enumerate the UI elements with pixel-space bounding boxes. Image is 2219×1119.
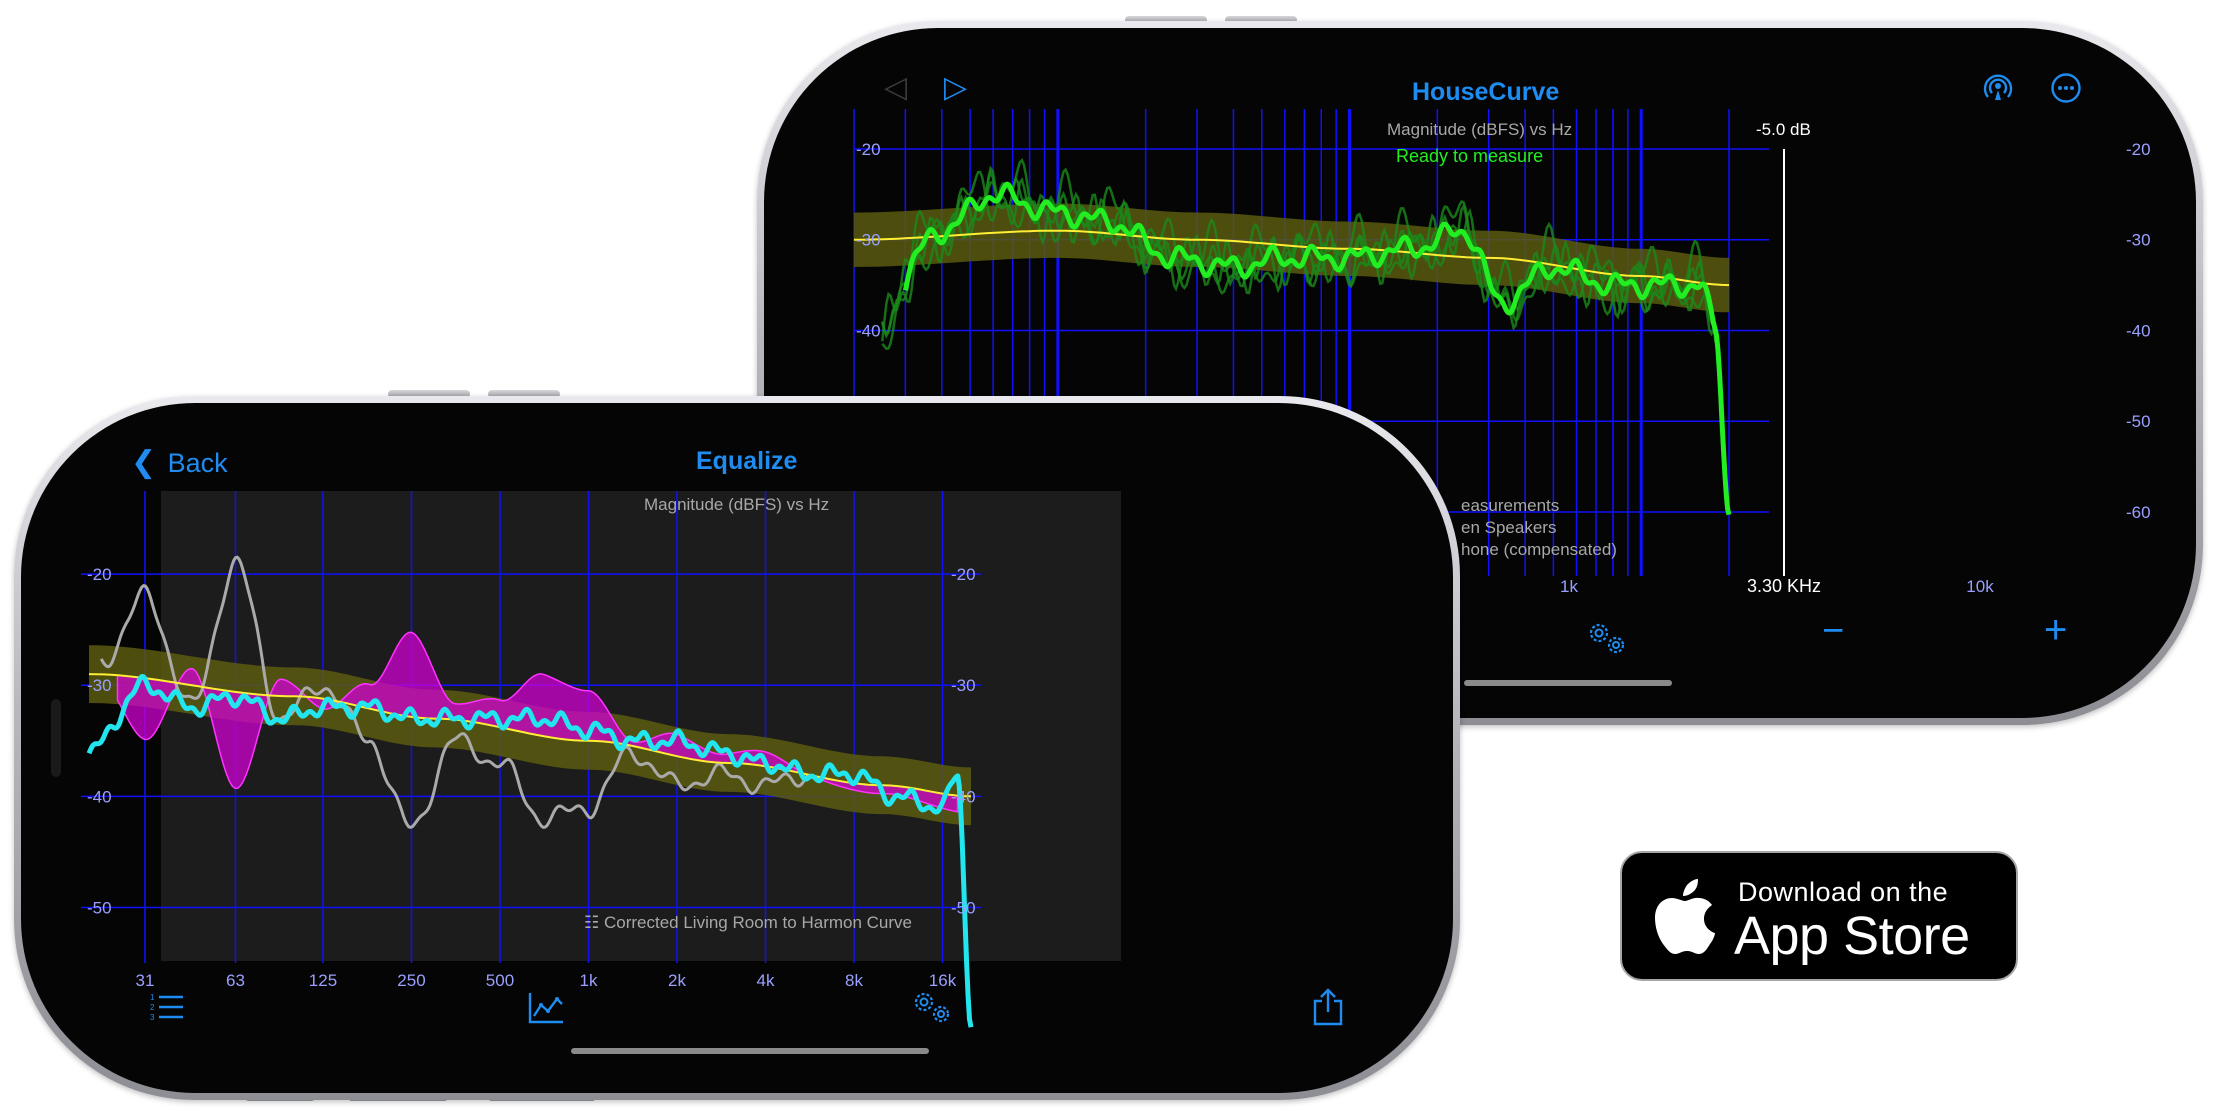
share-icon: [1313, 988, 1343, 1026]
original-response-curve: [99, 555, 810, 830]
chevron-left-icon: ❮: [131, 446, 157, 479]
front-xtick-16k: 16k: [929, 971, 957, 990]
svg-text:1: 1: [150, 993, 155, 1002]
front-ytick-left: -50: [87, 898, 112, 917]
back-button[interactable]: ❮ Back: [131, 445, 228, 480]
back-button-label: Back: [167, 448, 228, 478]
back-ytick-right: -20: [2126, 140, 2151, 159]
back-chart-title: Magnitude (dBFS) vs Hz: [1387, 120, 1573, 139]
minus-button[interactable]: −: [1822, 610, 1844, 653]
back-measurement-curve: [902, 181, 1732, 516]
back-ytick-right: -50: [2126, 412, 2151, 431]
triangle-left-icon: ◁: [884, 71, 908, 104]
front-ytick-left: -40: [87, 787, 112, 806]
volume-button-top-1: [1125, 16, 1207, 24]
eq-caption-text: Corrected Living Room to Harmon Curve: [603, 913, 912, 932]
back-settings-button[interactable]: [1584, 618, 1630, 665]
app-store-line2: App Store: [1734, 906, 1970, 966]
play-button[interactable]: ▷: [944, 70, 967, 105]
front-x-tick-labels: 31 63 125 250 500 1k 2k 4k 8k 16k: [135, 971, 956, 990]
front-ytick-right: -30: [951, 676, 976, 695]
cursor-db-label: -5.0 dB: [1756, 120, 1811, 139]
back-xtick-10k: 10k: [1966, 577, 1994, 596]
legend-item-2: en Speakers: [1461, 518, 1557, 537]
front-ytick-right: -40: [951, 787, 976, 806]
back-ytick-left: -20: [856, 140, 881, 159]
graph-button[interactable]: [527, 991, 565, 1032]
minus-icon: −: [1822, 610, 1845, 652]
sliders-icon: ☷: [584, 913, 600, 932]
gears-icon: [1589, 623, 1625, 654]
front-ytick-right: -50: [951, 898, 976, 917]
front-xtick-500: 500: [486, 971, 514, 990]
back-ytick-right: -30: [2126, 231, 2151, 250]
front-ytick-left: -30: [87, 676, 112, 695]
front-xtick-2k: 2k: [668, 971, 686, 990]
back-page-title: HouseCurve: [1412, 78, 1560, 106]
line-chart-icon: [528, 993, 563, 1024]
apple-logo-icon: [1655, 879, 1715, 954]
front-ytick-left: -20: [87, 565, 112, 584]
svg-text:3: 3: [150, 1013, 155, 1022]
play-icon: ▷: [944, 71, 968, 104]
cursor-freq-label: 3.30 KHz: [1747, 576, 1822, 596]
front-y-tick-labels: -20 -20 -30 -30 -40 -40 -50 -50: [87, 565, 976, 917]
back-ytick-right: -60: [2126, 503, 2151, 522]
status-text: Ready to measure: [1396, 146, 1544, 166]
front-page-title: Equalize: [696, 447, 798, 475]
front-ytick-right: -20: [951, 565, 976, 584]
svg-text:2: 2: [150, 1003, 155, 1012]
corrected-response-curve: [86, 674, 974, 1028]
broadcast-icon: [1983, 74, 2013, 100]
numbered-list-icon: 123: [150, 993, 183, 1022]
volume-button-top-2: [1225, 16, 1297, 24]
back-xtick-1k: 1k: [1560, 577, 1578, 596]
eq-caption: ☷ Corrected Living Room to Harmon Curve: [584, 913, 912, 933]
back-ytick-right: -40: [2126, 321, 2151, 340]
back-ghost-measurement: [881, 158, 1717, 336]
front-xtick-31: 31: [135, 971, 154, 990]
front-settings-button[interactable]: [909, 987, 955, 1034]
gears-icon: [914, 992, 950, 1023]
app-store-badge[interactable]: Download on the App Store: [1620, 851, 2018, 981]
more-button[interactable]: [2050, 72, 2082, 111]
front-volume-top-1: [388, 390, 470, 398]
legend-item-3: hone (compensated): [1461, 540, 1617, 559]
front-xtick-250: 250: [397, 971, 425, 990]
front-phone-chart: -20 -20-30 -30-40 -40-50 -50 31 63 125 250 500 1k…: [81, 491, 1121, 1028]
plus-button[interactable]: +: [2044, 608, 2067, 653]
front-left-sensor: [51, 699, 61, 777]
broadcast-button[interactable]: [1982, 72, 2014, 111]
front-xtick-8k: 8k: [845, 971, 863, 990]
front-home-indicator[interactable]: [571, 1048, 929, 1054]
front-phone: -20 -20 -30 -30 -40 -40 -50 -50 31 63 125 250 500 1k…: [14, 396, 1460, 1100]
front-xtick-4k: 4k: [757, 971, 775, 990]
back-ytick-left: -40: [856, 321, 881, 340]
front-xtick-1k: 1k: [580, 971, 598, 990]
front-phone-screen: -20 -20 -30 -30 -40 -40 -50 -50 31 63 125 250 500 1k…: [21, 403, 1453, 1093]
back-ytick-left: -30: [856, 231, 881, 250]
legend-item-1: easurements: [1461, 496, 1560, 515]
app-store-line1: Download on the: [1738, 877, 1949, 907]
ellipsis-icon: [2051, 73, 2081, 103]
share-button[interactable]: [1311, 987, 1345, 1034]
back-home-indicator[interactable]: [1464, 680, 1672, 686]
plus-icon: +: [2044, 608, 2068, 652]
front-xtick-63: 63: [226, 971, 245, 990]
front-volume-top-2: [488, 390, 560, 398]
front-xtick-125: 125: [309, 971, 337, 990]
back-nav-back-button[interactable]: ◁: [884, 70, 907, 105]
front-chart-title: Magnitude (dBFS) vs Hz: [644, 495, 830, 514]
